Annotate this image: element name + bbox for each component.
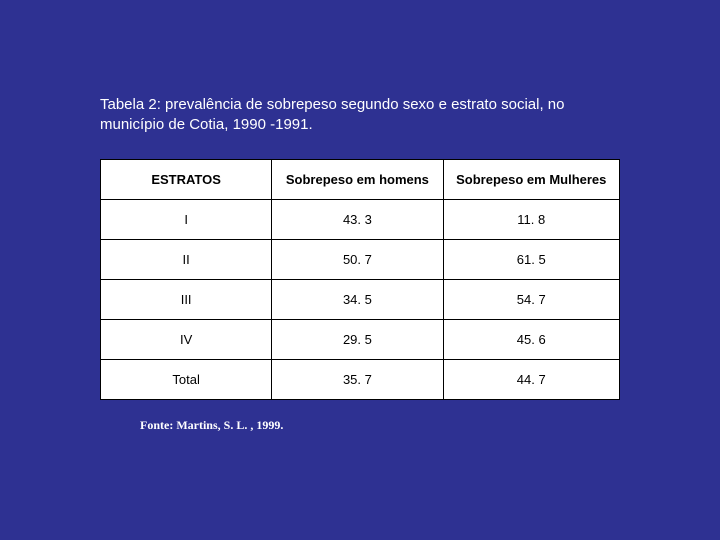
table-cell: 45. 6 <box>443 320 619 360</box>
content-container: Tabela 2: prevalência de sobrepeso segun… <box>0 0 720 433</box>
data-table: ESTRATOS Sobrepeso em homens Sobrepeso e… <box>100 159 620 400</box>
table-cell: 34. 5 <box>272 280 443 320</box>
table-row: III 34. 5 54. 7 <box>101 280 620 320</box>
column-header-mulheres: Sobrepeso em Mulheres <box>443 160 619 200</box>
table-cell: 11. 8 <box>443 200 619 240</box>
table-cell: III <box>101 280 272 320</box>
source-citation: Fonte: Martins, S. L. , 1999. <box>140 418 620 433</box>
table-cell: 54. 7 <box>443 280 619 320</box>
table-row: Total 35. 7 44. 7 <box>101 360 620 400</box>
table-row: II 50. 7 61. 5 <box>101 240 620 280</box>
table-row: IV 29. 5 45. 6 <box>101 320 620 360</box>
table-cell: I <box>101 200 272 240</box>
table-row: I 43. 3 11. 8 <box>101 200 620 240</box>
table-cell: 29. 5 <box>272 320 443 360</box>
table-cell: 44. 7 <box>443 360 619 400</box>
table-cell: 50. 7 <box>272 240 443 280</box>
column-header-homens: Sobrepeso em homens <box>272 160 443 200</box>
table-header-row: ESTRATOS Sobrepeso em homens Sobrepeso e… <box>101 160 620 200</box>
table-cell: IV <box>101 320 272 360</box>
table-cell: 35. 7 <box>272 360 443 400</box>
column-header-estratos: ESTRATOS <box>101 160 272 200</box>
table-cell: 43. 3 <box>272 200 443 240</box>
table-cell: II <box>101 240 272 280</box>
table-title: Tabela 2: prevalência de sobrepeso segun… <box>100 95 620 134</box>
table-cell: 61. 5 <box>443 240 619 280</box>
table-cell: Total <box>101 360 272 400</box>
